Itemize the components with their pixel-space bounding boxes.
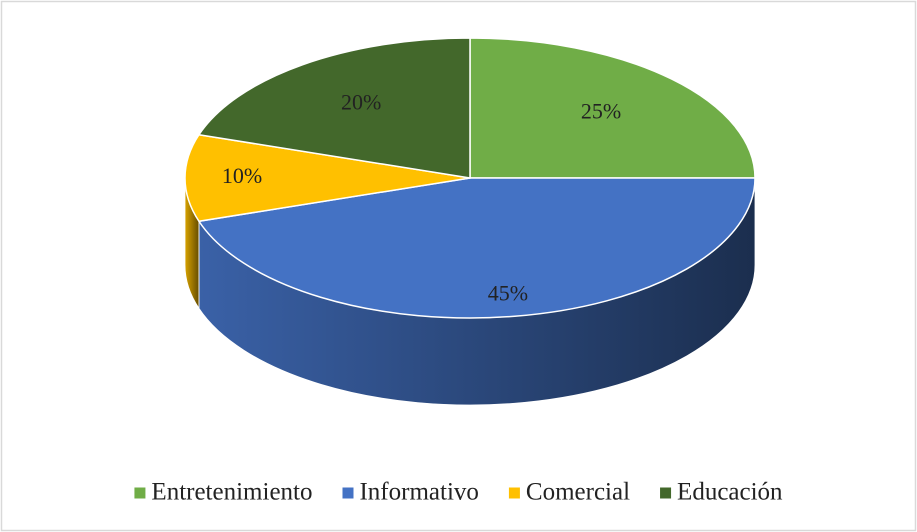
legend-label: Comercial — [526, 479, 630, 506]
legend-label: Informativo — [359, 479, 478, 506]
slice — [469, 37, 756, 179]
slice — [184, 133, 471, 223]
legend-label: Entretenimiento — [151, 479, 312, 506]
data-label: 10% — [222, 163, 262, 188]
data-label: 20% — [341, 89, 381, 114]
data-label: 45% — [488, 281, 528, 306]
legend-swatch — [660, 487, 672, 499]
slice — [197, 37, 471, 179]
legend-swatch — [134, 487, 146, 499]
legend-label: Educación — [677, 479, 783, 506]
slice — [197, 177, 756, 319]
data-label: 25% — [581, 99, 621, 124]
legend-swatch — [508, 487, 520, 499]
legend-swatch — [342, 487, 354, 499]
